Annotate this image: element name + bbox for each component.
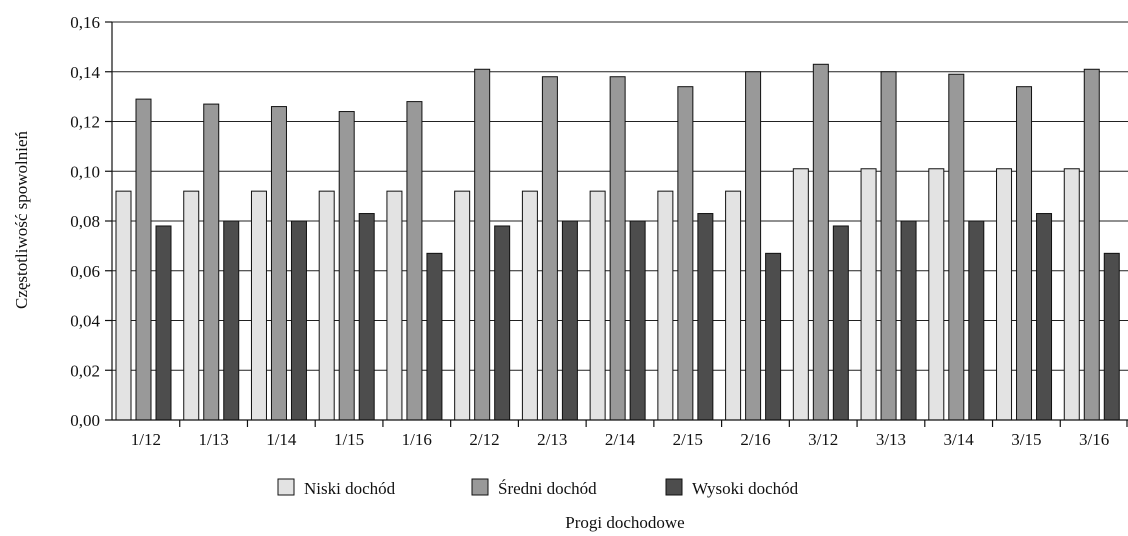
x-tick-label: 1/16 [402, 430, 432, 449]
bar-2-1/14 [270, 106, 287, 421]
bar-3-2/14 [629, 220, 646, 421]
x-tick-label: 2/15 [673, 430, 703, 449]
bar-3-1/13 [223, 220, 240, 421]
x-tick-labels: 1/12 1/13 1/14 1/15 1/16 2/12 2/13 2/14 2/15 2/16… [131, 420, 1128, 449]
bar-2-1/15 [338, 111, 355, 421]
x-tick-label: 3/14 [944, 430, 975, 449]
bar-3-2/16 [765, 252, 782, 421]
x-tick-label: 3/15 [1011, 430, 1041, 449]
bar-1-1/14 [250, 190, 267, 421]
x-tick-label: 1/13 [198, 430, 228, 449]
bar-1-3/14 [928, 168, 945, 421]
bar-1-1/16 [386, 190, 403, 421]
x-tick-label: 3/12 [808, 430, 838, 449]
y-tick-label: 0,14 [70, 63, 100, 82]
y-tick-labels: 0,00 0,02 0,04 0,06 0,08 0,10 0,12 0,14 0,16 [70, 13, 112, 430]
bar-1-3/13 [860, 168, 877, 421]
bar-1-3/12 [792, 168, 809, 421]
bar-2-1/12 [135, 98, 152, 421]
bar-3-2/12 [494, 225, 511, 421]
bar-2-2/12 [474, 68, 491, 421]
bar-1-2/13 [521, 190, 538, 421]
x-tick-label: 1/12 [131, 430, 161, 449]
bars [115, 63, 1120, 421]
bar-3-3/16 [1103, 252, 1120, 421]
bar-1-3/16 [1063, 168, 1080, 421]
bar-2-3/13 [880, 71, 897, 421]
bar-2-3/14 [948, 73, 965, 421]
y-tick-label: 0,08 [70, 212, 100, 231]
x-tick-label: 3/16 [1079, 430, 1109, 449]
y-tick-label: 0,10 [70, 162, 100, 181]
bar-3-1/12 [155, 225, 172, 421]
bar-3-3/12 [832, 225, 849, 421]
y-tick-label: 0,16 [70, 13, 100, 32]
bar-1-2/15 [657, 190, 674, 421]
legend-swatch-1 [277, 478, 295, 496]
bar-2-2/16 [745, 71, 762, 421]
bar-1-2/16 [725, 190, 742, 421]
legend-label: Średni dochód [498, 479, 597, 498]
x-tick-label: 3/13 [876, 430, 906, 449]
y-tick-label: 0,04 [70, 312, 100, 331]
bar-3-2/15 [697, 213, 714, 421]
bar-1-2/12 [454, 190, 471, 421]
x-tick-label: 1/15 [334, 430, 364, 449]
bar-3-1/15 [358, 213, 375, 421]
bar-3-2/13 [561, 220, 578, 421]
bar-1-3/15 [996, 168, 1013, 421]
bar-2-3/15 [1016, 86, 1033, 421]
bar-2-3/12 [812, 63, 829, 421]
x-axis-title: Progi dochodowe [565, 513, 684, 532]
bar-2-1/16 [406, 101, 423, 421]
legend-label: Wysoki dochód [692, 479, 799, 498]
bar-1-1/15 [318, 190, 335, 421]
bar-3-1/16 [426, 252, 443, 421]
x-tick-label: 2/14 [605, 430, 636, 449]
bar-3-1/14 [290, 220, 307, 421]
bar-3-3/14 [968, 220, 985, 421]
y-tick-label: 0,02 [70, 361, 100, 380]
y-tick-label: 0,12 [70, 113, 100, 132]
bar-3-3/13 [900, 220, 917, 421]
bar-2-2/15 [677, 86, 694, 421]
bar-2-1/13 [203, 103, 220, 421]
x-tick-label: 2/13 [537, 430, 567, 449]
bar-1-1/12 [115, 190, 132, 421]
bar-3-3/15 [1036, 213, 1053, 421]
legend: Niski dochód Średni dochód Wysoki dochód [277, 478, 799, 498]
bar-2-2/14 [609, 76, 626, 421]
legend-swatch-2 [471, 478, 489, 496]
x-tick-label: 2/16 [740, 430, 770, 449]
y-axis-title: Częstotliwość spowolnień [12, 130, 31, 309]
y-tick-label: 0,00 [70, 411, 100, 430]
x-tick-label: 1/14 [266, 430, 297, 449]
bar-1-2/14 [589, 190, 606, 421]
bar-2-2/13 [541, 76, 558, 421]
bar-1-1/13 [183, 190, 200, 421]
bar-2-3/16 [1083, 68, 1100, 421]
legend-swatch-3 [665, 478, 683, 496]
y-tick-label: 0,06 [70, 262, 100, 281]
legend-label: Niski dochód [304, 479, 396, 498]
x-tick-label: 2/12 [469, 430, 499, 449]
